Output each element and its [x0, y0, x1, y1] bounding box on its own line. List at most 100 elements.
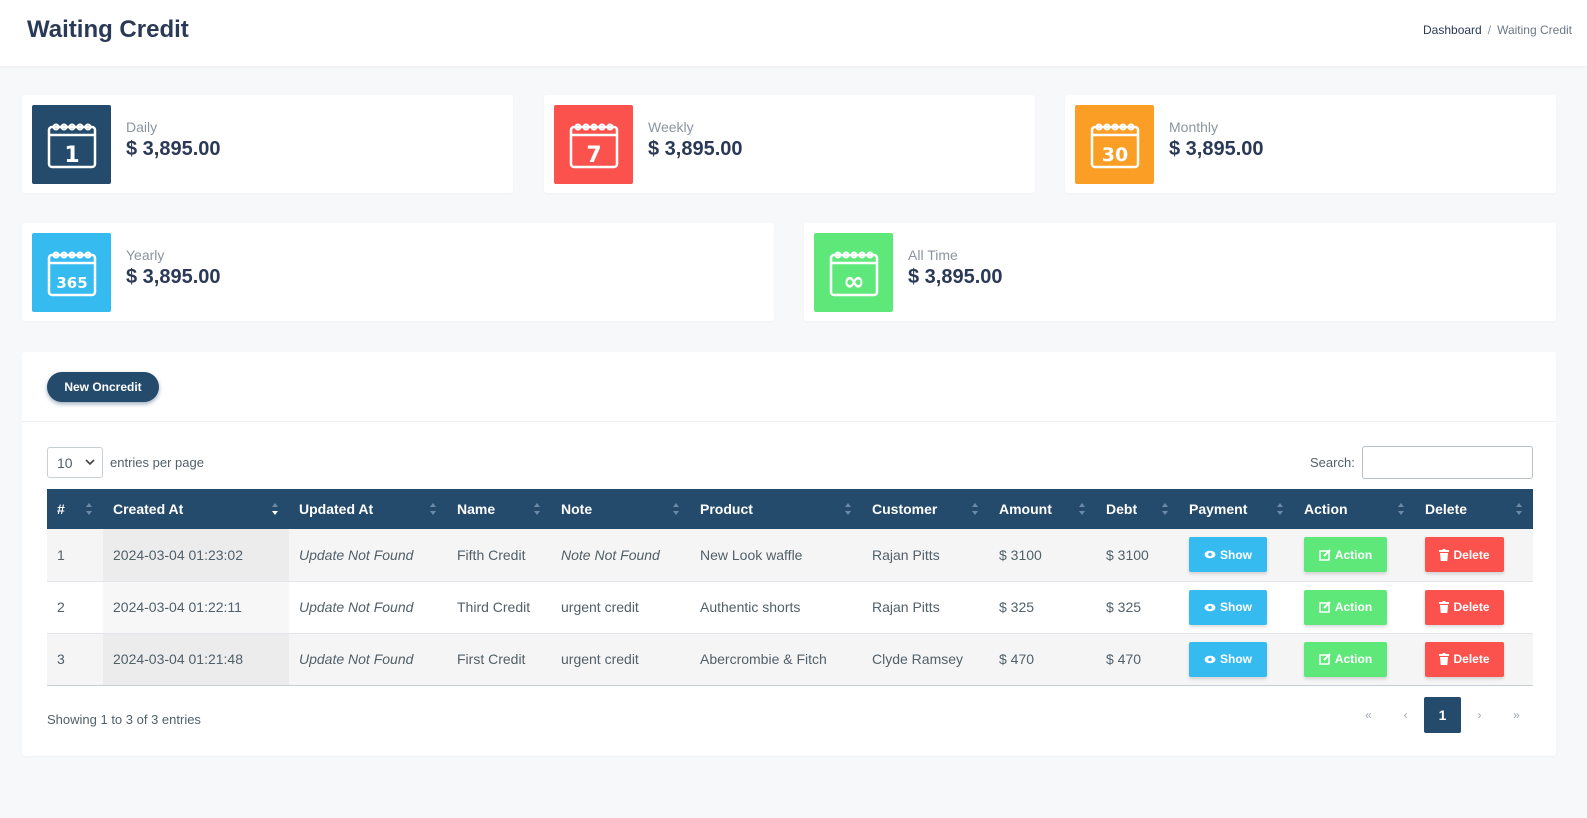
eye-icon: [1204, 603, 1216, 611]
top-bar: Waiting Credit Dashboard / Waiting Credit: [0, 0, 1587, 66]
column-header[interactable]: Name: [447, 489, 551, 529]
show-button[interactable]: Show: [1189, 641, 1267, 677]
calendar-icon: 7: [554, 105, 633, 184]
column-header[interactable]: Delete: [1415, 489, 1533, 529]
sort-icon: [1277, 503, 1283, 515]
sort-icon: [845, 503, 851, 515]
page-title: Waiting Credit: [27, 16, 189, 43]
delete-button[interactable]: Delete: [1425, 537, 1504, 573]
stat-label: Weekly: [648, 119, 694, 135]
cell-amount: $ 325: [989, 581, 1096, 634]
pagination-first[interactable]: «: [1365, 708, 1372, 722]
column-header[interactable]: #: [47, 489, 103, 529]
stat-value: $ 3,895.00: [126, 138, 221, 160]
pagination-prev[interactable]: ‹: [1403, 708, 1408, 722]
column-header[interactable]: Note: [551, 489, 690, 529]
column-header[interactable]: Payment: [1179, 489, 1294, 529]
cell-debt: $ 470: [1096, 633, 1179, 686]
action-button-label: Action: [1334, 652, 1373, 666]
action-button[interactable]: Action: [1304, 589, 1387, 625]
stat-value: $ 3,895.00: [908, 266, 1003, 288]
calendar-icon: ∞: [814, 233, 893, 312]
column-header[interactable]: Action: [1294, 489, 1415, 529]
cell-customer: Rajan Pitts: [862, 581, 989, 634]
pagination-last[interactable]: »: [1513, 708, 1520, 722]
sort-icon: [1398, 503, 1404, 515]
delete-button-label: Delete: [1453, 652, 1490, 666]
credits-table: # Created At Updated At Name Note Produc…: [47, 489, 1533, 686]
credits-table-card: New Oncredit 10 entries per page Search:…: [22, 352, 1556, 756]
cell-product: Authentic shorts: [690, 581, 862, 634]
cell-id: 1: [47, 529, 103, 582]
pagination: « ‹ 1 › »: [1350, 697, 1535, 733]
calendar-icon-number: 365: [56, 274, 87, 292]
cell-customer: Rajan Pitts: [862, 529, 989, 582]
cell-delete: Delete: [1415, 529, 1533, 582]
search-label: Search:: [1310, 455, 1355, 470]
search-input[interactable]: [1362, 446, 1533, 479]
stat-card-yearly: 365 Yearly $ 3,895.00: [22, 223, 774, 321]
stat-card-daily: 1 Daily $ 3,895.00: [22, 95, 513, 193]
eye-icon: [1204, 655, 1216, 663]
calendar-icon-number: 7: [586, 143, 601, 168]
breadcrumb-dashboard-link[interactable]: Dashboard: [1423, 23, 1482, 37]
card-divider: [22, 421, 1556, 422]
delete-button[interactable]: Delete: [1425, 589, 1504, 625]
pagination-page-1[interactable]: 1: [1424, 697, 1461, 733]
stat-card-weekly: 7 Weekly $ 3,895.00: [544, 95, 1035, 193]
cell-updated-at: Update Not Found: [289, 581, 447, 634]
breadcrumb-separator: /: [1487, 23, 1492, 37]
cell-name: First Credit: [447, 633, 551, 686]
pagination-next[interactable]: ›: [1477, 708, 1482, 722]
sort-icon: [972, 503, 978, 515]
sort-descending-icon: [272, 503, 278, 515]
cell-created-at: 2024-03-04 01:21:48: [103, 633, 289, 686]
show-button[interactable]: Show: [1189, 537, 1267, 573]
show-button[interactable]: Show: [1189, 589, 1267, 625]
column-header[interactable]: Debt: [1096, 489, 1179, 529]
showing-entries-text: Showing 1 to 3 of 3 entries: [47, 712, 201, 727]
action-button-label: Action: [1334, 547, 1373, 562]
sort-icon: [1516, 503, 1522, 515]
edit-icon: [1319, 653, 1331, 665]
trash-icon: [1439, 653, 1450, 665]
sort-icon: [1079, 503, 1085, 515]
column-header[interactable]: Amount: [989, 489, 1096, 529]
stat-value: $ 3,895.00: [648, 138, 743, 160]
cell-payment: Show: [1179, 529, 1294, 582]
show-button-label: Show: [1220, 600, 1252, 614]
cell-note: Note Not Found: [551, 529, 690, 582]
column-header[interactable]: Product: [690, 489, 862, 529]
stat-value: $ 3,895.00: [126, 266, 221, 288]
entries-per-page-value: 10: [57, 454, 73, 471]
cell-delete: Delete: [1415, 633, 1533, 686]
stat-value: $ 3,895.00: [1169, 138, 1264, 160]
cell-payment: Show: [1179, 581, 1294, 634]
delete-button[interactable]: Delete: [1425, 641, 1504, 677]
column-header[interactable]: Updated At: [289, 489, 447, 529]
cell-action: Action: [1294, 529, 1415, 582]
stat-card-alltime: ∞ All Time $ 3,895.00: [804, 223, 1556, 321]
calendar-icon-number: 1: [64, 143, 79, 168]
cell-updated-at: Update Not Found: [289, 633, 447, 686]
action-button-label: Action: [1334, 600, 1373, 614]
cell-debt: $ 325: [1096, 581, 1179, 634]
cell-amount: $ 3100: [989, 529, 1096, 582]
new-oncredit-button[interactable]: New Oncredit: [47, 372, 159, 402]
action-button[interactable]: Action: [1304, 537, 1387, 573]
stat-label: All Time: [908, 247, 958, 263]
sort-icon: [534, 503, 540, 515]
action-button[interactable]: Action: [1304, 641, 1387, 677]
cell-name: Third Credit: [447, 581, 551, 634]
column-header[interactable]: Created At: [103, 489, 289, 529]
cell-product: New Look waffle: [690, 529, 862, 582]
breadcrumb: Dashboard / Waiting Credit: [1423, 23, 1572, 37]
cell-action: Action: [1294, 633, 1415, 686]
cell-id: 2: [47, 581, 103, 634]
cell-delete: Delete: [1415, 581, 1533, 634]
stat-label: Yearly: [126, 247, 165, 263]
entries-per-page-select[interactable]: 10: [47, 447, 103, 478]
delete-button-label: Delete: [1453, 547, 1490, 562]
column-header[interactable]: Customer: [862, 489, 989, 529]
cell-note: urgent credit: [551, 633, 690, 686]
